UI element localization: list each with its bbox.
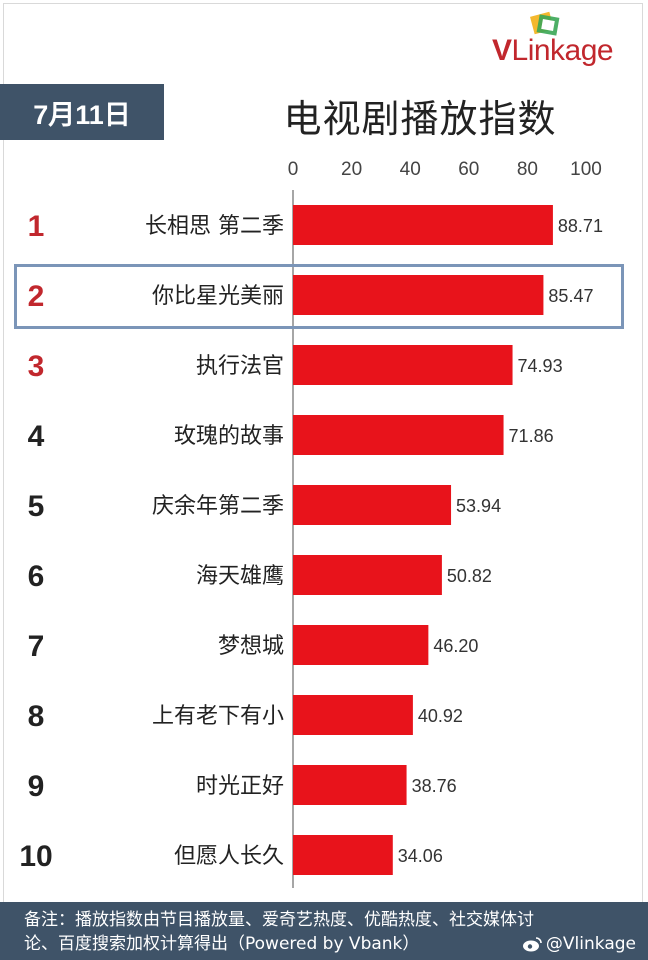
x-tick-label: 60 bbox=[458, 159, 479, 180]
rank-number: 9 bbox=[28, 770, 45, 803]
bar bbox=[293, 835, 393, 875]
rank-number: 7 bbox=[28, 630, 45, 663]
bar bbox=[293, 625, 429, 665]
bar bbox=[293, 275, 544, 315]
rank-number: 10 bbox=[19, 840, 52, 873]
x-tick-label: 40 bbox=[400, 159, 421, 180]
value-label: 46.20 bbox=[433, 636, 478, 656]
category-label: 执行法官 bbox=[196, 354, 284, 379]
footer-note-line-2: 论、百度搜索加权计算得出（Powered by Vbank） bbox=[24, 934, 420, 954]
vlinkage-logo: VLinkage bbox=[492, 10, 644, 70]
rank-number: 6 bbox=[28, 560, 45, 593]
value-label: 34.06 bbox=[398, 846, 443, 866]
value-label: 40.92 bbox=[418, 706, 463, 726]
weibo-handle: @Vlinkage bbox=[545, 934, 636, 954]
bar bbox=[293, 415, 504, 455]
rank-number: 4 bbox=[28, 420, 45, 453]
bar-chart: 0 20 40 60 80 100 1 长相思 第二季 88.71 2 你比星光美丽 85.47 3 执行… bbox=[19, 159, 603, 888]
x-tick-label: 100 bbox=[570, 159, 602, 180]
bar bbox=[293, 205, 553, 245]
category-label: 上有老下有小 bbox=[152, 704, 284, 729]
bar bbox=[293, 345, 513, 385]
weibo-icon bbox=[522, 937, 542, 952]
bar bbox=[293, 765, 407, 805]
bar bbox=[293, 485, 452, 525]
category-label: 梦想城 bbox=[218, 634, 284, 659]
rank-number: 2 bbox=[28, 280, 45, 313]
rank-number: 5 bbox=[28, 490, 45, 523]
bar bbox=[293, 695, 413, 735]
category-label: 海天雄鹰 bbox=[196, 564, 284, 589]
bar bbox=[293, 555, 442, 595]
x-tick-label: 20 bbox=[341, 159, 362, 180]
weibo-credit: @Vlinkage bbox=[522, 932, 636, 956]
logo-letter-v: V bbox=[492, 34, 512, 67]
footer-note-line-1: 备注：播放指数由节目播放量、爱奇艺热度、优酷热度、社交媒体讨 bbox=[24, 910, 534, 930]
rank-number: 8 bbox=[28, 700, 45, 733]
rank-number: 1 bbox=[28, 210, 45, 243]
category-label: 但愿人长久 bbox=[174, 844, 284, 869]
value-label: 38.76 bbox=[412, 776, 457, 796]
logo-wordmark: Linkage bbox=[511, 34, 614, 67]
footer-note: 备注：播放指数由节目播放量、爱奇艺热度、优酷热度、社交媒体讨 论、百度搜索加权计… bbox=[0, 902, 648, 960]
value-label: 50.82 bbox=[447, 566, 492, 586]
logo-text: VLinkage bbox=[492, 34, 614, 68]
date-badge: 7月11日 bbox=[0, 84, 164, 140]
value-label: 85.47 bbox=[548, 286, 593, 306]
category-label: 玫瑰的故事 bbox=[174, 424, 284, 449]
category-label: 庆余年第二季 bbox=[152, 494, 284, 519]
logo-mark-icon bbox=[530, 11, 560, 36]
highlight-box-rank-2 bbox=[14, 264, 624, 329]
value-label: 71.86 bbox=[509, 426, 554, 446]
value-label: 88.71 bbox=[558, 216, 603, 236]
x-tick-label: 80 bbox=[517, 159, 538, 180]
value-label: 74.93 bbox=[518, 356, 563, 376]
rank-number: 3 bbox=[28, 350, 45, 383]
category-label: 时光正好 bbox=[196, 774, 284, 799]
category-label: 长相思 第二季 bbox=[145, 214, 284, 239]
category-label: 你比星光美丽 bbox=[152, 284, 284, 309]
chart-title: 电视剧播放指数 bbox=[283, 97, 557, 141]
x-tick-label: 0 bbox=[288, 159, 299, 180]
value-label: 53.94 bbox=[456, 496, 501, 516]
